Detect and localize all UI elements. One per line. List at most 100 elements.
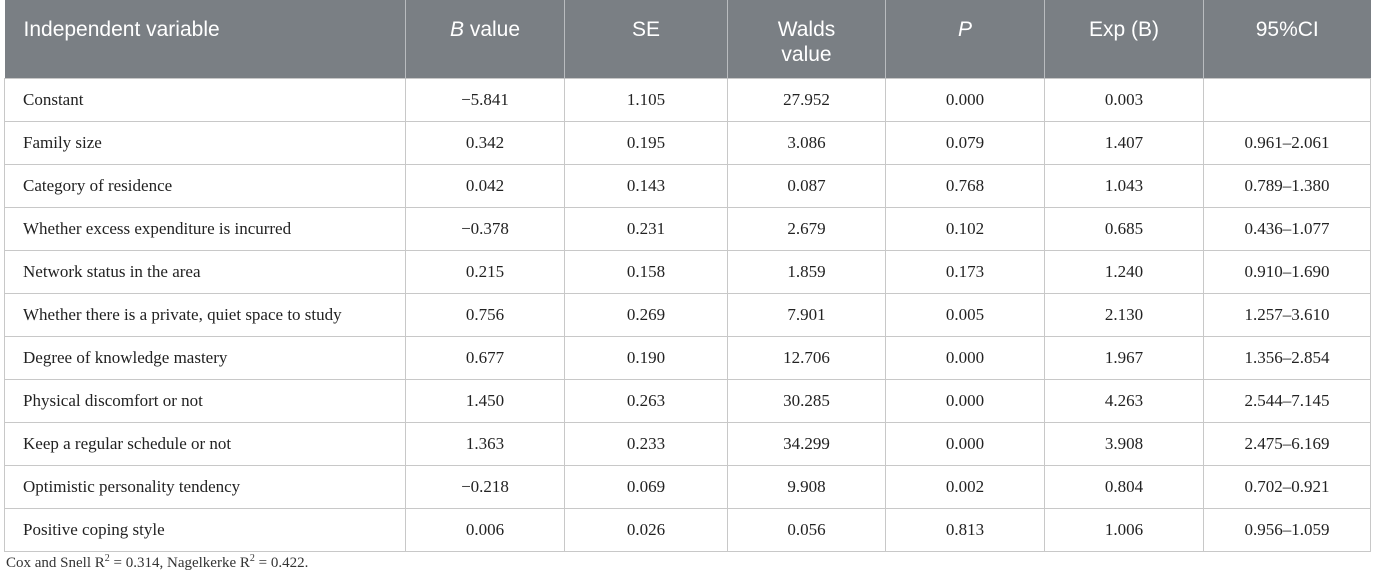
table-row: Optimistic personality tendency −0.218 0.0… xyxy=(4,464,1371,509)
header-se: SE xyxy=(564,0,728,78)
cell-se: 0.233 xyxy=(564,421,728,466)
cell-p: 0.000 xyxy=(885,335,1045,380)
cell-95-ci: 0.789–1.380 xyxy=(1203,163,1371,208)
header-b-value-text: value xyxy=(463,18,521,41)
header-95-ci: 95%CI xyxy=(1255,18,1319,41)
cell-variable: Whether there is a private, quiet space … xyxy=(4,292,406,337)
cell-se: 0.158 xyxy=(564,249,728,294)
table-row: Degree of knowledge mastery 0.677 0.190 12.… xyxy=(4,335,1371,380)
cell-b-value: 0.215 xyxy=(405,249,565,294)
cell-exp-b: 1.006 xyxy=(1044,507,1204,552)
footnote-cox-label: Cox and Snell R xyxy=(6,555,105,571)
cell-b-value: 0.006 xyxy=(405,507,565,552)
cell-variable: Optimistic personality tendency xyxy=(4,464,406,509)
cell-p: 0.102 xyxy=(885,206,1045,251)
cell-exp-b: 1.043 xyxy=(1044,163,1204,208)
cell-variable: Positive coping style xyxy=(4,507,406,552)
cell-exp-b: 2.130 xyxy=(1044,292,1204,337)
cell-variable: Whether excess expenditure is incurred xyxy=(4,206,406,251)
cell-walds-value: 9.908 xyxy=(727,464,886,509)
cell-variable: Physical discomfort or not xyxy=(4,378,406,423)
footnote-nagel-sup: 2 xyxy=(249,553,255,564)
footnote-nagel-label: Nagelkerke R xyxy=(166,555,250,571)
cell-p: 0.000 xyxy=(885,378,1045,423)
cell-se: 0.195 xyxy=(564,120,728,165)
cell-exp-b: 0.685 xyxy=(1044,206,1204,251)
cell-b-value: 0.342 xyxy=(405,120,565,165)
cell-b-value: 0.756 xyxy=(405,292,565,337)
header-b-value-symbol: B xyxy=(449,18,464,41)
cell-se: 0.269 xyxy=(564,292,728,337)
cell-se: 0.231 xyxy=(564,206,728,251)
table-row: Physical discomfort or not 1.450 0.263 30.2… xyxy=(4,378,1371,423)
cell-walds-value: 30.285 xyxy=(727,378,886,423)
footnote-cox-sup: 2 xyxy=(104,553,110,564)
cell-p: 0.002 xyxy=(885,464,1045,509)
table-row: Whether there is a private, quiet space … xyxy=(4,292,1371,337)
cell-95-ci: 0.910–1.690 xyxy=(1203,249,1371,294)
cell-p: 0.000 xyxy=(885,421,1045,466)
cell-b-value: −5.841 xyxy=(405,77,565,122)
cell-95-ci: 0.436–1.077 xyxy=(1203,206,1371,251)
cell-b-value: 1.363 xyxy=(405,421,565,466)
cell-b-value: 0.042 xyxy=(405,163,565,208)
cell-se: 0.069 xyxy=(564,464,728,509)
regression-table-container: Independent variable B value SE Walds val… xyxy=(4,0,1371,552)
table-row: Category of residence 0.042 0.143 0.087 0.76… xyxy=(4,163,1371,208)
cell-walds-value: 7.901 xyxy=(727,292,886,337)
cell-se: 0.026 xyxy=(564,507,728,552)
cell-b-value: 0.677 xyxy=(405,335,565,380)
cell-walds-value: 27.952 xyxy=(727,77,886,122)
cell-95-ci: 0.956–1.059 xyxy=(1203,507,1371,552)
cell-se: 1.105 xyxy=(564,77,728,122)
cell-b-value: −0.218 xyxy=(405,464,565,509)
cell-walds-value: 3.086 xyxy=(727,120,886,165)
cell-95-ci: 0.702–0.921 xyxy=(1203,464,1371,509)
cell-exp-b: 3.908 xyxy=(1044,421,1204,466)
cell-se: 0.143 xyxy=(564,163,728,208)
header-row: Independent variable B value SE Walds val… xyxy=(4,0,1371,78)
cell-p: 0.005 xyxy=(885,292,1045,337)
cell-p: 0.000 xyxy=(885,77,1045,122)
header-independent-variable: Independent variable xyxy=(4,0,406,78)
cell-exp-b: 0.804 xyxy=(1044,464,1204,509)
table-body: Constant −5.841 1.105 27.952 0.000 0.003 Famil… xyxy=(4,77,1371,552)
header-walds-line1: Walds xyxy=(777,18,836,41)
footnote-nagel-value: = 0.422. xyxy=(254,555,309,571)
header-walds-line2: value xyxy=(781,43,832,66)
cell-p: 0.813 xyxy=(885,507,1045,552)
cell-variable: Degree of knowledge mastery xyxy=(4,335,406,380)
cell-walds-value: 0.087 xyxy=(727,163,886,208)
header-p: P xyxy=(885,0,1045,78)
table-header: Independent variable B value SE Walds val… xyxy=(4,0,1371,78)
header-b-value: B value xyxy=(405,0,565,78)
cell-variable: Keep a regular schedule or not xyxy=(4,421,406,466)
regression-table: Independent variable B value SE Walds val… xyxy=(4,0,1371,552)
cell-se: 0.190 xyxy=(564,335,728,380)
table-footnote: Cox and Snell R2 = 0.314, Nagelkerke R2 … xyxy=(6,553,308,572)
cell-walds-value: 12.706 xyxy=(727,335,886,380)
cell-p: 0.768 xyxy=(885,163,1045,208)
cell-b-value: −0.378 xyxy=(405,206,565,251)
header-walds-value: Walds value xyxy=(727,0,886,78)
table-row: Family size 0.342 0.195 3.086 0.079 1.407 0.96… xyxy=(4,120,1371,165)
cell-b-value: 1.450 xyxy=(405,378,565,423)
table-row: Positive coping style 0.006 0.026 0.056 0.81… xyxy=(4,507,1371,552)
cell-variable: Family size xyxy=(4,120,406,165)
cell-variable: Constant xyxy=(4,77,406,122)
cell-exp-b: 1.967 xyxy=(1044,335,1204,380)
cell-p: 0.173 xyxy=(885,249,1045,294)
header-exp-b: Exp (B) xyxy=(1044,0,1204,78)
cell-walds-value: 1.859 xyxy=(727,249,886,294)
cell-walds-value: 34.299 xyxy=(727,421,886,466)
cell-95-ci: 2.544–7.145 xyxy=(1203,378,1371,423)
cell-exp-b: 1.240 xyxy=(1044,249,1204,294)
cell-p: 0.079 xyxy=(885,120,1045,165)
cell-exp-b: 1.407 xyxy=(1044,120,1204,165)
cell-se: 0.263 xyxy=(564,378,728,423)
cell-variable: Category of residence xyxy=(4,163,406,208)
cell-walds-value: 2.679 xyxy=(727,206,886,251)
cell-95-ci xyxy=(1203,77,1371,122)
cell-95-ci: 1.356–2.854 xyxy=(1203,335,1371,380)
cell-exp-b: 4.263 xyxy=(1044,378,1204,423)
